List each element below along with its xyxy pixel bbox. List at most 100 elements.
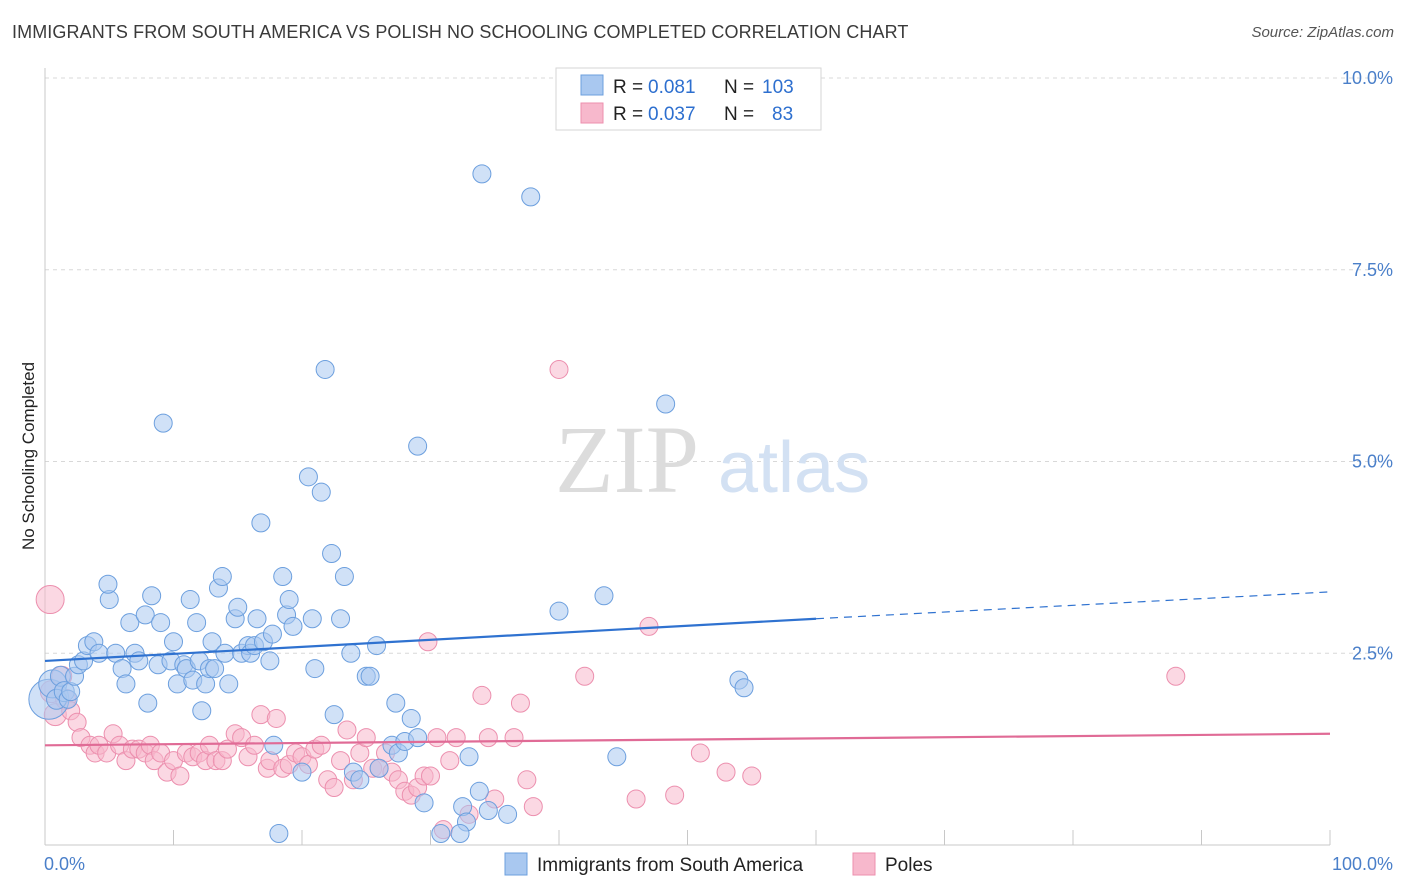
south-america-point (192, 701, 212, 721)
south-america-point (656, 394, 676, 414)
south-america-point (311, 482, 331, 502)
poles-point (523, 797, 543, 817)
y-tick-label: 10.0% (1342, 68, 1393, 88)
bottom-legend-label-2: Poles (885, 855, 933, 876)
legend-n-value-1: 103 (762, 77, 794, 98)
y-tick-labels: 2.5% 5.0% 7.5% 10.0% (1342, 68, 1393, 663)
south-america-point (89, 643, 109, 663)
poles-point (311, 735, 331, 755)
south-america-point (247, 609, 267, 629)
legend-n-value-2: 83 (772, 104, 793, 125)
poles-point (742, 766, 762, 786)
south-america-point (205, 659, 225, 679)
south-america-point (138, 693, 158, 713)
south-america-trend-line (44, 617, 817, 663)
south-america-point (228, 597, 248, 617)
south-america-point (322, 544, 342, 564)
south-america-point (386, 693, 406, 713)
poles-point (665, 785, 685, 805)
x-tick-label: 100.0% (1332, 854, 1393, 874)
poles-point (549, 359, 569, 379)
south-america-point (116, 674, 136, 694)
south-america-point (260, 651, 280, 671)
watermark-atlas: atlas (718, 428, 870, 508)
south-america-point (408, 436, 428, 456)
bottom-legend-label-1: Immigrants from South America (537, 855, 804, 876)
legend-n-label-2: N = (724, 104, 754, 125)
poles-point (421, 766, 440, 786)
series-legend: Immigrants from South America Poles (504, 852, 933, 876)
poles-point (331, 751, 351, 771)
south-america-point (302, 609, 322, 629)
poles-point (478, 728, 498, 748)
south-america-trend-extension (815, 591, 1331, 620)
poles-point (510, 693, 530, 713)
legend-r-value-2: 0.037 (648, 104, 696, 125)
chart-title: IMMIGRANTS FROM SOUTH AMERICA VS POLISH … (12, 22, 909, 42)
south-america-point (472, 164, 492, 184)
bottom-legend-swatch-blue (504, 852, 528, 876)
south-america-point (151, 613, 171, 633)
south-america-point (549, 601, 569, 621)
poles-point (35, 585, 65, 615)
legend-r-label-1: R = (613, 77, 643, 98)
south-america-point (607, 747, 627, 767)
south-america-point (142, 586, 162, 606)
south-america-point (450, 823, 470, 843)
south-america-point (269, 823, 289, 843)
x-tick-label: 0.0% (44, 854, 85, 874)
south-america-point (305, 659, 325, 679)
south-america-point (334, 567, 354, 587)
poles-point (626, 789, 646, 809)
south-america-point (283, 616, 303, 636)
south-america-point (498, 804, 518, 824)
south-america-point (98, 574, 118, 594)
x-tick-labels: 0.0% 100.0% (44, 854, 1393, 874)
south-america-point (315, 359, 335, 379)
south-america-point (734, 678, 754, 698)
south-america-point (331, 609, 351, 629)
south-america-point (292, 762, 312, 782)
poles-point (575, 666, 595, 686)
poles-point (690, 743, 710, 763)
watermark-zip: ZIP (555, 406, 699, 513)
south-america-point (594, 586, 614, 606)
south-america-point (459, 747, 479, 767)
poles-point (504, 728, 524, 748)
chart-source: Source: ZipAtlas.com (1251, 24, 1394, 41)
poles-point (418, 632, 438, 652)
south-america-point (187, 613, 207, 633)
south-america-point (180, 590, 200, 610)
south-america-point (279, 590, 299, 610)
legend-swatch-pink (580, 102, 604, 124)
south-america-point (401, 708, 421, 728)
poles-point (324, 777, 344, 797)
stats-legend: R = 0.081 N = 103 R = 0.037 N = 83 (555, 67, 822, 131)
south-america-point (350, 770, 370, 790)
poles-point (446, 728, 466, 748)
grid-lines (45, 77, 1380, 654)
poles-point (639, 616, 659, 636)
south-america-point (414, 793, 434, 813)
south-america-point (219, 674, 239, 694)
legend-r-label-2: R = (613, 104, 643, 125)
south-america-point (341, 643, 361, 663)
poles-point (337, 720, 357, 740)
south-america-point (135, 605, 155, 625)
poles-point (244, 735, 264, 755)
south-america-point (264, 735, 284, 755)
y-tick-label: 2.5% (1352, 643, 1393, 663)
south-america-point (298, 467, 318, 487)
y-tick-label: 7.5% (1352, 260, 1393, 280)
south-america-point (521, 187, 541, 207)
south-america-point (367, 636, 387, 656)
poles-point (266, 708, 286, 728)
poles-point (716, 762, 736, 782)
south-america-point (478, 800, 498, 820)
poles-point (1166, 666, 1186, 686)
poles-point (170, 766, 190, 786)
south-america-point (369, 758, 389, 778)
south-america-point (273, 567, 293, 587)
south-america-point (120, 613, 140, 633)
